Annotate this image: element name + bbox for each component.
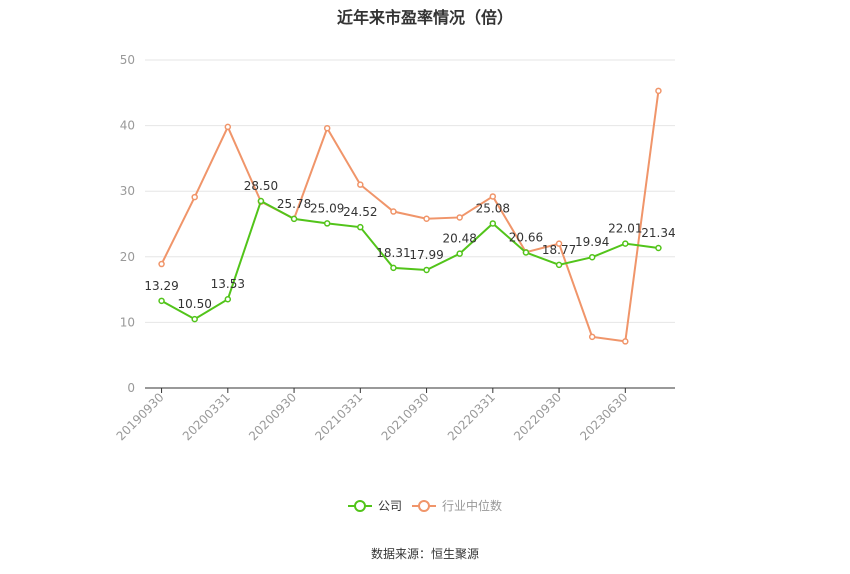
data-point-industry-median: [390, 208, 397, 215]
legend-marker-company: [354, 500, 366, 512]
x-tick-label: 20220930: [511, 390, 564, 443]
x-tick-label: 20190930: [114, 390, 167, 443]
y-tick-label: 0: [127, 381, 135, 395]
data-point-company: [522, 249, 530, 256]
data-point-industry-median: [224, 123, 232, 131]
series-line-industry-median: [160, 90, 660, 343]
data-point-industry-median: [423, 215, 430, 223]
data-point-company: [390, 264, 397, 272]
data-label: 19.94: [575, 235, 609, 249]
data-label: 17.99: [409, 248, 443, 262]
y-tick-label: 20: [120, 250, 135, 264]
x-tick-label: 20220331: [445, 390, 498, 443]
data-label: 13.53: [211, 277, 245, 291]
x-tick-label: 20210331: [312, 390, 365, 443]
data-point-company: [357, 223, 364, 231]
data-label: 25.78: [277, 197, 311, 211]
data-label: 20.48: [443, 232, 477, 246]
data-point-industry-median: [456, 214, 463, 221]
data-point-company: [257, 197, 265, 205]
data-point-company: [423, 266, 430, 274]
series-line-company: [161, 199, 659, 321]
x-tick-label: 20200930: [246, 390, 299, 443]
data-point-industry-median: [655, 87, 662, 95]
data-label: 10.50: [178, 297, 212, 311]
y-tick-label: 40: [120, 119, 135, 133]
data-point-company: [655, 244, 662, 252]
data-point-company: [456, 250, 463, 257]
source-note: 数据来源：恒生聚源: [370, 547, 479, 561]
data-point-industry-median: [191, 193, 198, 201]
data-point-company: [555, 261, 563, 269]
data-label: 24.52: [343, 205, 377, 219]
y-tick-label: 10: [120, 315, 135, 329]
data-point-company: [191, 315, 198, 323]
data-point-industry-median: [555, 240, 563, 247]
data-point-company: [323, 220, 331, 227]
data-point-industry-median: [357, 181, 364, 188]
data-point-company: [588, 253, 596, 261]
data-point-company: [489, 220, 497, 227]
data-point-industry-median: [588, 333, 596, 341]
data-point-company: [290, 215, 298, 223]
x-tick-label: 20230630: [577, 390, 630, 443]
legend-marker-industry-median: [418, 500, 430, 512]
data-label: 18.31: [376, 246, 410, 260]
data-label: 18.77: [542, 243, 576, 257]
data-label: 25.08: [476, 201, 510, 215]
legend-label-industry-median: 行业中位数: [442, 498, 502, 513]
data-point-industry-median: [158, 260, 165, 268]
data-point-industry-median: [323, 124, 331, 132]
data-label: 13.29: [144, 279, 178, 293]
x-tick-label: 20210930: [379, 390, 432, 443]
y-tick-label: 50: [120, 53, 135, 67]
data-label: 25.09: [310, 201, 344, 215]
data-point-company: [158, 297, 165, 305]
data-label: 21.34: [641, 226, 675, 240]
y-tick-label: 30: [120, 184, 135, 198]
data-label: 28.50: [244, 179, 278, 193]
data-label: 22.01: [608, 222, 642, 236]
x-tick-label: 20200331: [180, 390, 233, 443]
data-label: 20.66: [509, 230, 543, 244]
data-point-industry-median: [622, 338, 629, 345]
chart-title: 近年来市盈率情况（倍）: [336, 8, 513, 27]
data-point-company: [622, 240, 629, 247]
legend-label-company: 公司: [378, 499, 402, 513]
data-point-industry-median: [489, 193, 497, 200]
data-point-company: [224, 295, 232, 303]
